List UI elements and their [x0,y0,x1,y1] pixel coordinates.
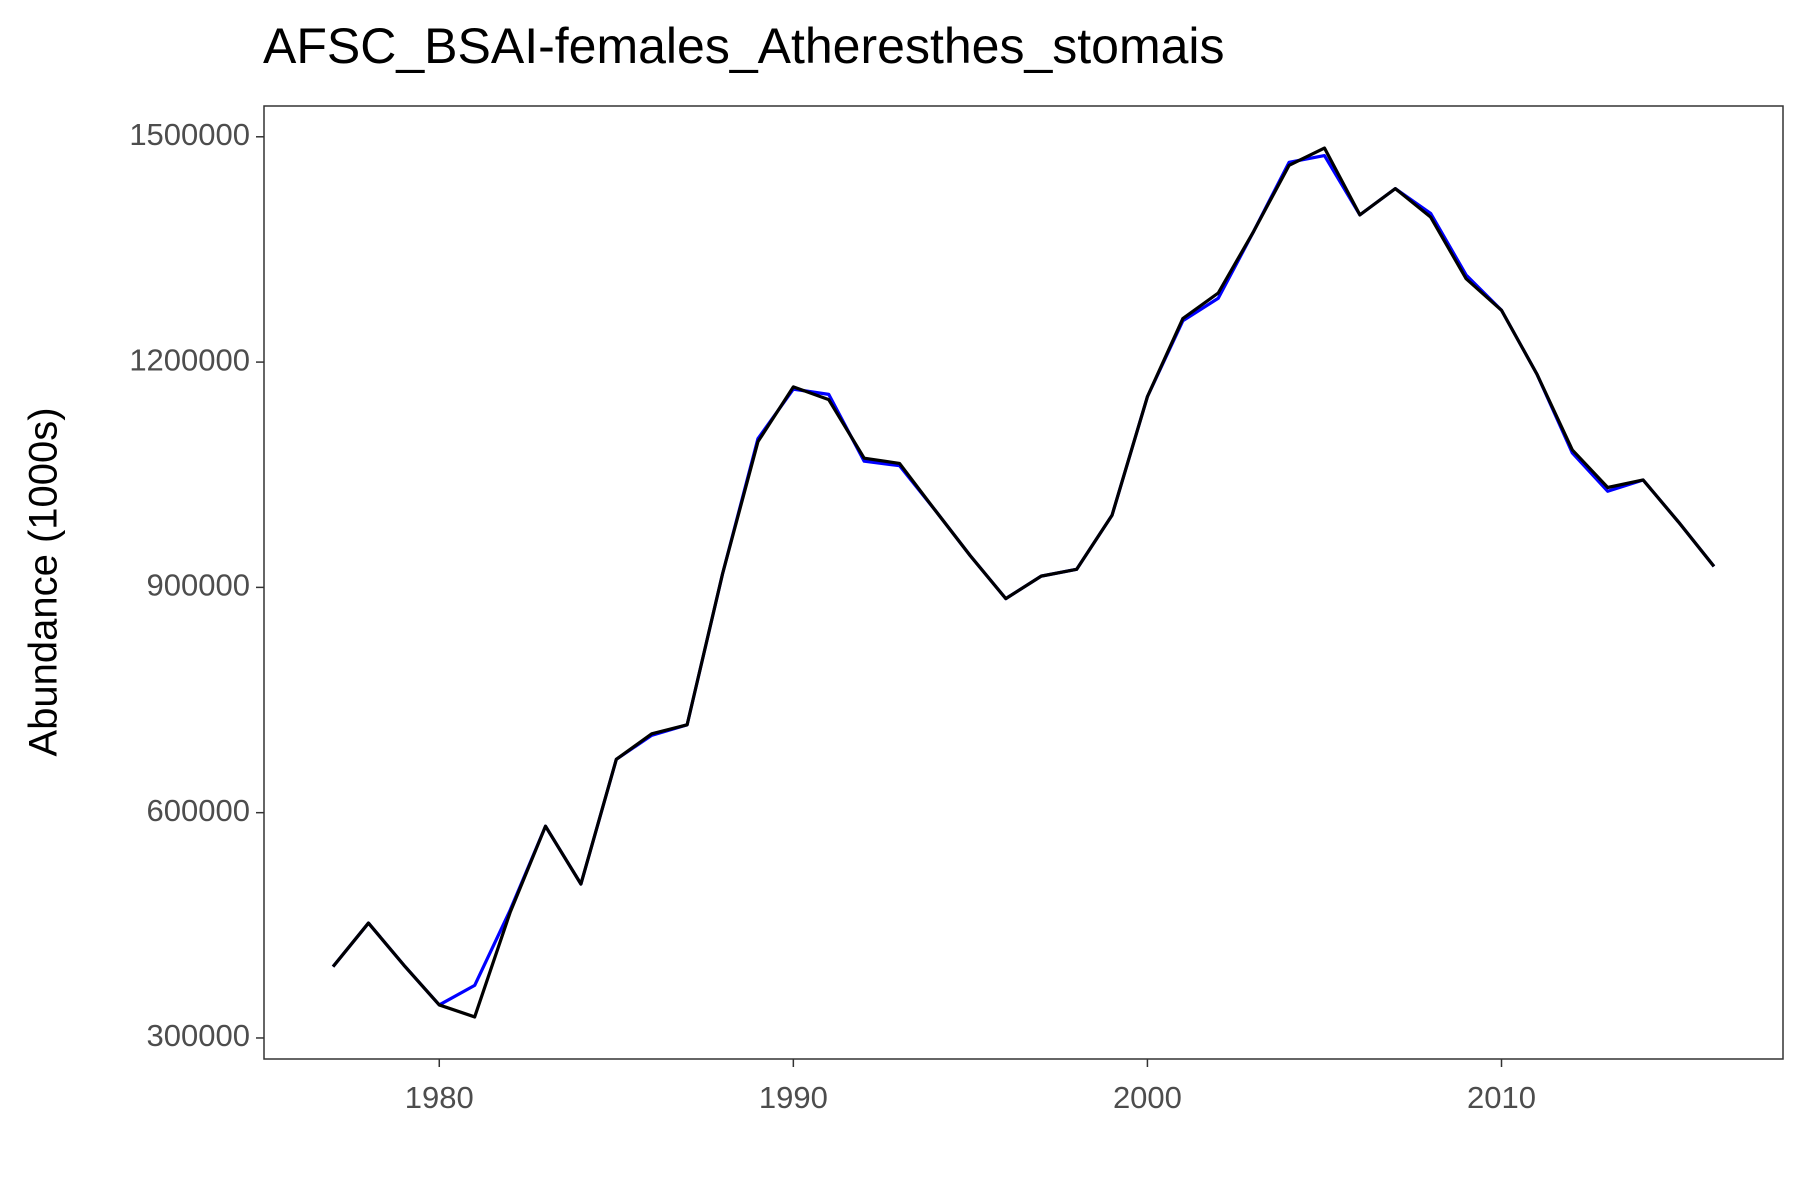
y-axis-label: Abundance (1000s) [22,407,66,756]
y-tick-label: 1200000 [129,342,250,377]
x-tick-label: 1980 [405,1080,474,1115]
y-tick-label: 300000 [147,1018,250,1053]
y-tick-label: 600000 [147,793,250,828]
line-series [331,146,1716,1019]
panel-border [263,105,1784,1060]
x-tick-label: 2010 [1467,1080,1536,1115]
chart-title: AFSC_BSAI-females_Atheresthes_stomais [263,18,1225,74]
y-tick-label: 900000 [147,568,250,603]
x-tick-label: 1990 [759,1080,828,1115]
y-tick-label: 1500000 [129,117,250,152]
x-tick-label: 2000 [1113,1080,1182,1115]
line-series [331,153,1716,1007]
